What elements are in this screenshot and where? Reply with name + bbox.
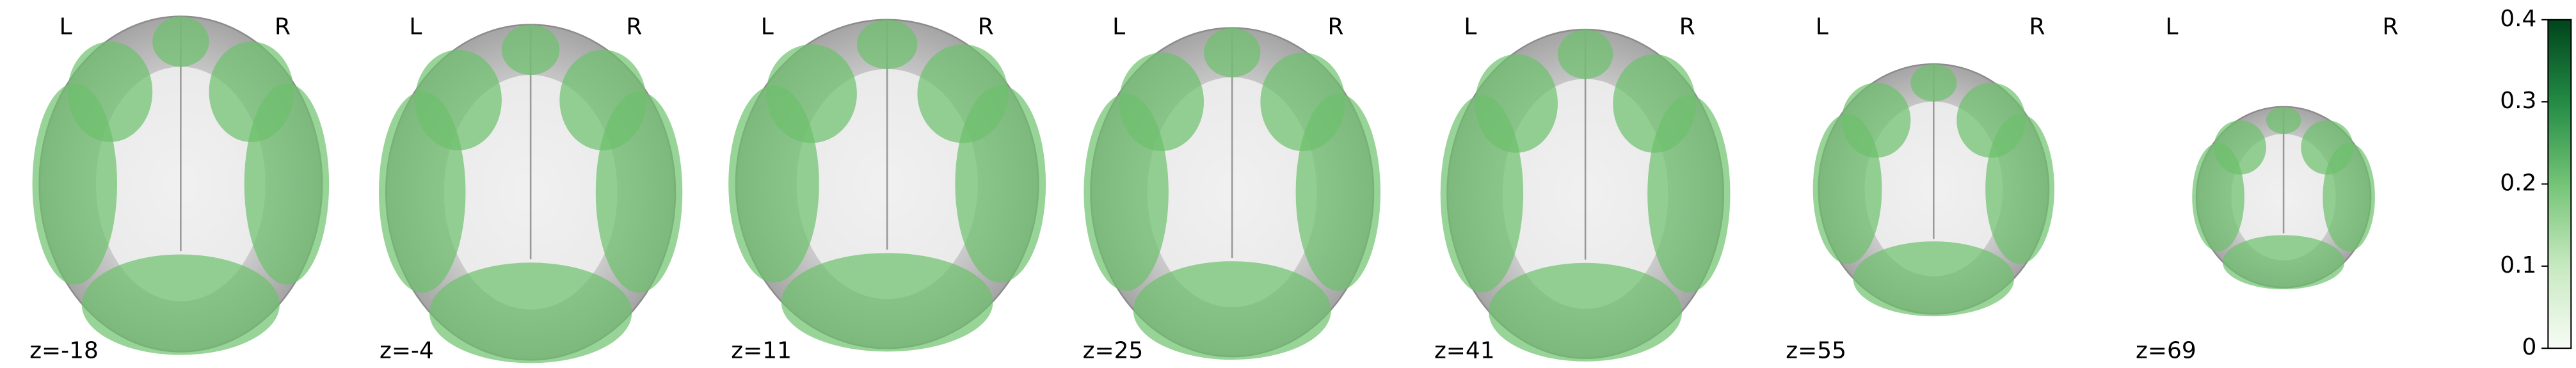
stat-overlay [152, 16, 209, 67]
stat-overlay [1204, 28, 1261, 77]
brain-slice [378, 24, 683, 364]
brain-slice [2192, 106, 2375, 290]
stat-overlay [1133, 261, 1331, 360]
stat-overlay [917, 44, 1009, 143]
stat-overlay [856, 19, 918, 69]
stat-overlay [81, 254, 280, 355]
left-label: L [1816, 14, 1828, 40]
slice-label: z=69 [2136, 337, 2196, 364]
left-label: L [761, 14, 774, 40]
right-label: R [1679, 14, 1695, 40]
stat-overlay [1119, 52, 1204, 152]
stat-overlay [1956, 83, 2026, 158]
colorbar-tick-label: 0.2 [2500, 170, 2536, 196]
stat-overlay [429, 262, 632, 364]
stat-overlay [2266, 106, 2301, 134]
colorbar-tick-label: 0.4 [2500, 6, 2536, 32]
stat-overlay [1841, 83, 1911, 158]
slice-label: z=41 [1434, 337, 1495, 364]
stat-overlay [766, 44, 857, 143]
brain-slice [1440, 28, 1731, 362]
stat-overlay [1557, 29, 1613, 79]
stat-overlay [415, 49, 502, 150]
stat-overlay [1260, 52, 1345, 152]
stat-overlay [2301, 120, 2353, 175]
stat-overlay [1613, 54, 1696, 153]
stat-overlay [559, 49, 646, 150]
brain-slice [32, 15, 330, 355]
slice-label: z=11 [731, 337, 792, 364]
slice-label: z=-18 [29, 337, 99, 364]
slice-label: z=55 [1786, 337, 1846, 364]
right-label: R [2029, 14, 2045, 40]
stat-overlay [209, 41, 294, 143]
colorbar-tick-label: 0 [2522, 334, 2537, 360]
stat-overlay [67, 41, 153, 143]
stat-overlay [1475, 54, 1558, 153]
colorbar-tick-label: 0.1 [2500, 252, 2536, 278]
left-label: L [1464, 14, 1476, 40]
left-label: L [1112, 14, 1125, 40]
right-label: R [1327, 14, 1343, 40]
colorbar [2547, 19, 2572, 349]
stat-overlay [2222, 235, 2345, 290]
slice-label: z=25 [1083, 337, 1144, 364]
brain-slice [728, 19, 1046, 352]
stat-overlay [1910, 64, 1957, 102]
stat-overlay [2214, 120, 2266, 175]
stat-overlay [1489, 262, 1683, 362]
brain-slice [1812, 63, 2054, 317]
left-label: L [60, 14, 72, 40]
right-label: R [626, 14, 642, 40]
right-label: R [275, 14, 291, 40]
brain-slice [1084, 27, 1381, 360]
left-label: L [2166, 14, 2179, 40]
slice-label: z=-4 [380, 337, 434, 364]
left-label: L [409, 14, 422, 40]
colorbar-tick-label: 0.3 [2500, 88, 2536, 114]
stat-overlay [1853, 241, 2015, 317]
right-label: R [978, 14, 994, 40]
right-label: R [2382, 14, 2398, 40]
stat-overlay [781, 253, 993, 352]
stat-overlay [501, 24, 560, 76]
